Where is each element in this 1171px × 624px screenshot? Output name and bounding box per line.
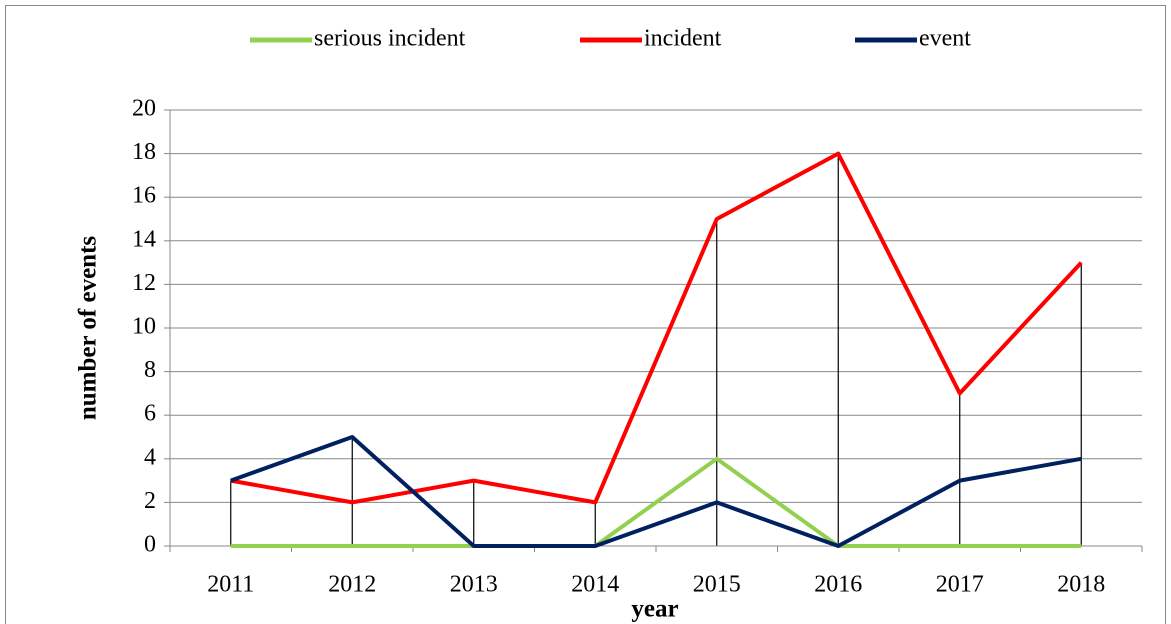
y-axis-label: number of events	[75, 236, 102, 421]
y-tick-label: 18	[132, 139, 156, 165]
x-tick-label: 2012	[328, 572, 376, 598]
x-tick-label: 2016	[814, 572, 862, 598]
legend-label: event	[919, 26, 971, 52]
x-axis-label: year	[631, 596, 678, 623]
y-tick-label: 2	[144, 488, 156, 514]
y-tick-label: 0	[144, 532, 156, 558]
y-tick-label: 8	[144, 357, 156, 383]
series-line	[230, 456, 1082, 548]
x-tick-label: 2011	[207, 572, 254, 598]
y-tick-label: 6	[144, 401, 156, 427]
y-tick-label: 12	[132, 270, 156, 296]
y-tick-label: 16	[132, 183, 156, 209]
x-tick-label: 2014	[571, 572, 619, 598]
series-line	[230, 151, 1083, 505]
y-tick-label: 10	[132, 314, 156, 340]
series-line	[230, 435, 1082, 548]
legend-label: incident	[644, 26, 722, 52]
x-tick-label: 2013	[450, 572, 498, 598]
legend-label: serious incident	[314, 26, 466, 52]
y-tick-label: 20	[132, 96, 156, 122]
x-tick-label: 2018	[1057, 572, 1105, 598]
y-tick-label: 4	[144, 444, 156, 470]
y-tick-label: 14	[132, 226, 156, 252]
x-tick-label: 2015	[693, 572, 741, 598]
chart-border	[5, 5, 1166, 624]
x-tick-label: 2017	[936, 572, 984, 598]
